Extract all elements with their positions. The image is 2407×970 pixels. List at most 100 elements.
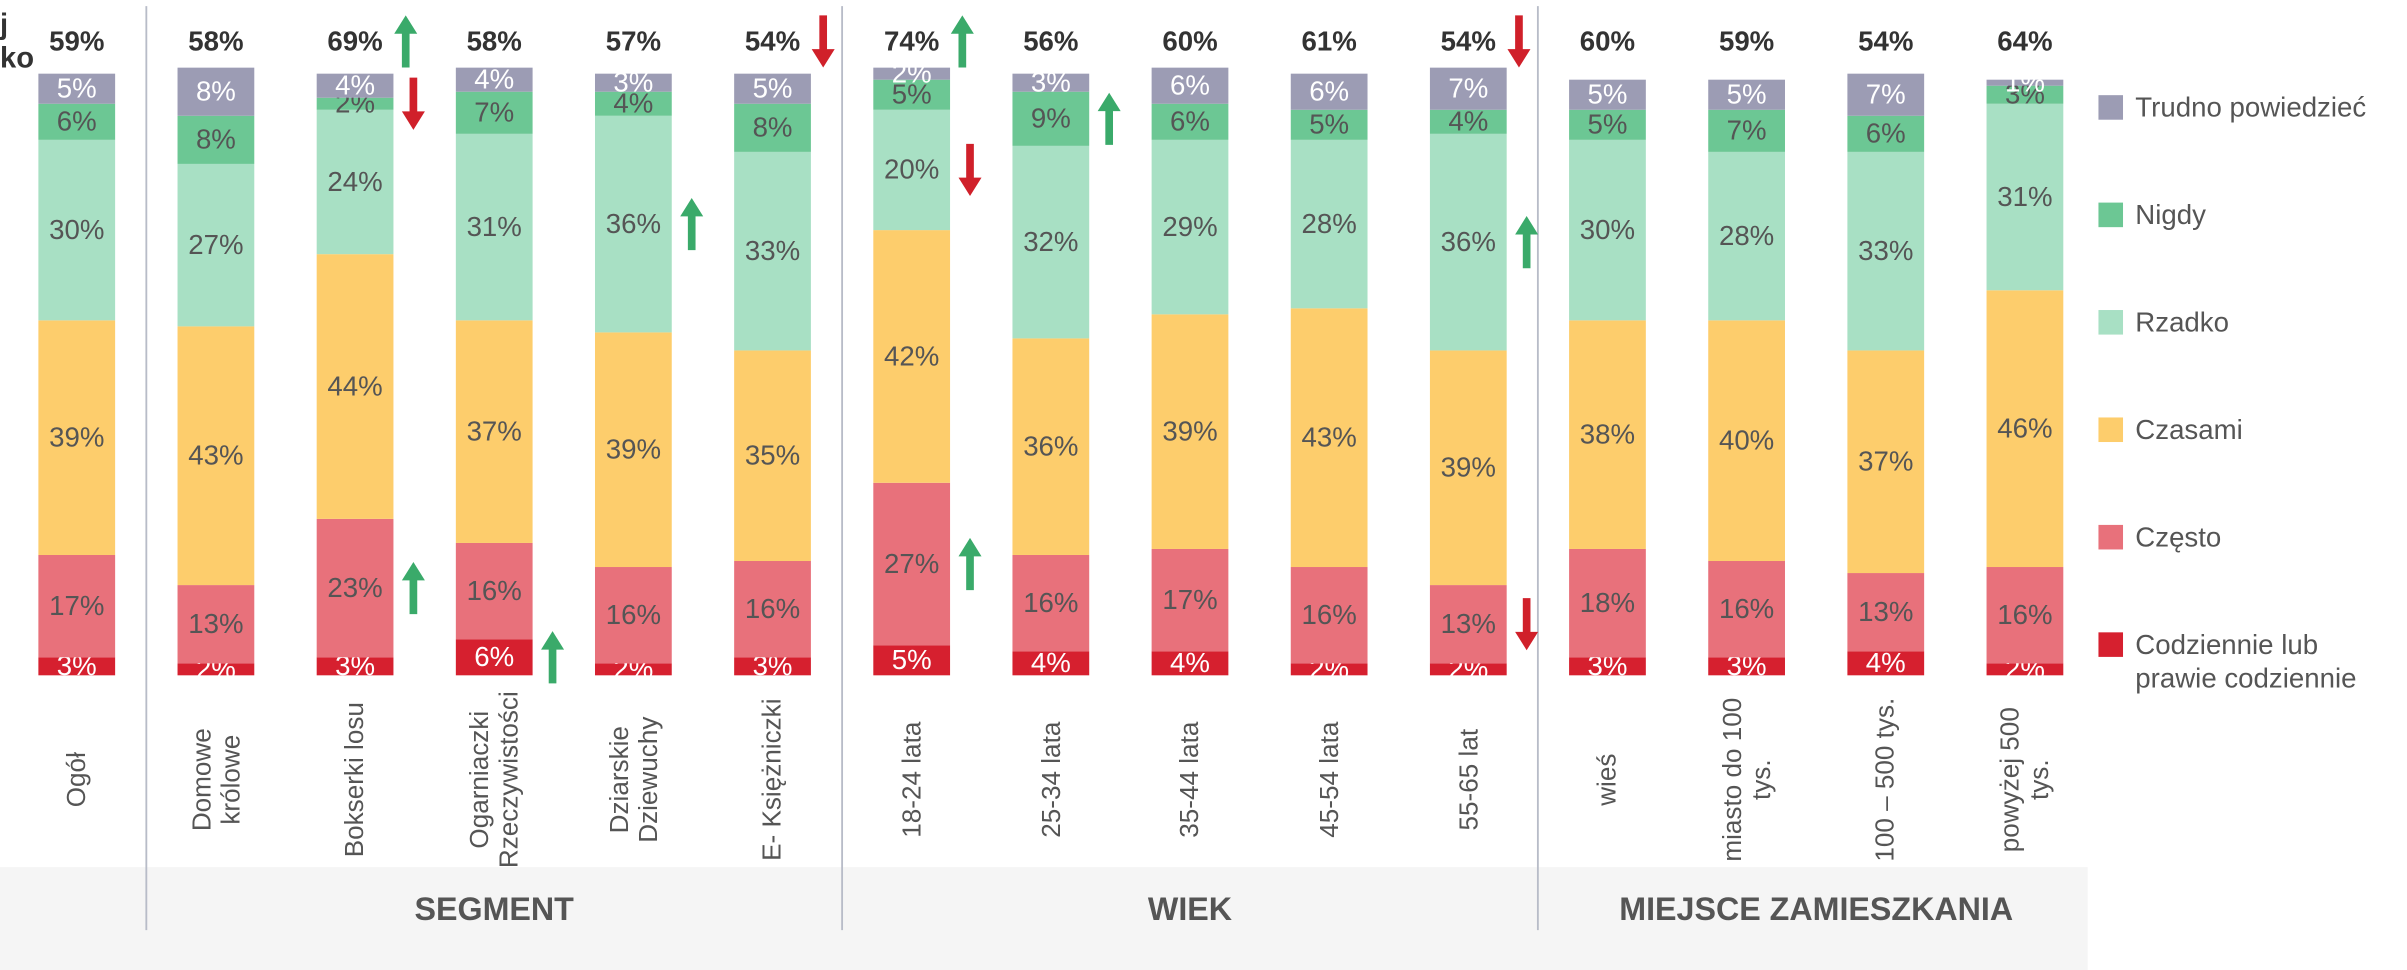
bar-segment bbox=[1708, 320, 1785, 562]
bar-segment bbox=[1290, 663, 1368, 676]
legend-label: Rzadko bbox=[2135, 306, 2229, 338]
bar-segment bbox=[1012, 145, 1090, 339]
bar-segment bbox=[734, 73, 811, 104]
total-label: 54% bbox=[1441, 25, 1496, 56]
bar-segment bbox=[873, 67, 951, 80]
bar-segment bbox=[38, 320, 116, 555]
trend-arrow bbox=[1507, 15, 1531, 68]
legend-swatch bbox=[2098, 95, 2124, 120]
bar-segment bbox=[1290, 139, 1368, 309]
header-fragment: j bbox=[0, 9, 9, 42]
value-label: 46% bbox=[1997, 412, 2052, 443]
bar-segment bbox=[1708, 561, 1785, 658]
value-label: 36% bbox=[606, 208, 661, 239]
bar-segment bbox=[734, 350, 811, 562]
bar-segment bbox=[1429, 133, 1507, 351]
category-label: 35-44 lata bbox=[1175, 721, 1205, 838]
bar-segment bbox=[38, 657, 116, 676]
bar-segment bbox=[1012, 338, 1090, 555]
value-label: 5% bbox=[1588, 79, 1628, 110]
total-label: 57% bbox=[606, 25, 661, 56]
value-label: 5% bbox=[892, 79, 932, 110]
category-label: 100 – 500 tys. bbox=[1871, 697, 1901, 862]
value-label: 5% bbox=[1727, 79, 1767, 110]
bar-segment bbox=[38, 103, 116, 140]
bar-segment bbox=[1012, 651, 1090, 676]
trend-arrow bbox=[680, 197, 704, 251]
value-label: 31% bbox=[1997, 181, 2052, 212]
trend-arrow bbox=[950, 15, 974, 68]
value-label: 6% bbox=[57, 106, 97, 137]
bar-segment bbox=[1847, 151, 1925, 351]
bar-segment bbox=[455, 542, 533, 640]
value-label: 8% bbox=[753, 112, 793, 143]
value-label: 27% bbox=[884, 548, 939, 579]
bar-segment bbox=[1569, 109, 1646, 140]
bar-segment bbox=[1151, 548, 1229, 652]
bar-segment bbox=[1429, 350, 1507, 586]
bar-segment bbox=[1986, 103, 2064, 291]
value-label: 6% bbox=[1866, 118, 1906, 149]
bar-segment bbox=[1429, 585, 1507, 664]
bar-segment bbox=[38, 73, 116, 104]
bar-segment bbox=[1569, 139, 1646, 321]
value-label: 16% bbox=[745, 593, 800, 624]
legend-swatch bbox=[2098, 632, 2124, 657]
category-label: powyżej 500 tys. bbox=[1995, 707, 2055, 853]
value-label: 7% bbox=[1727, 115, 1767, 146]
bar-segment bbox=[455, 133, 533, 321]
value-label: 17% bbox=[49, 590, 104, 621]
bar-segment bbox=[177, 326, 255, 586]
value-label: 6% bbox=[1170, 106, 1210, 137]
value-label: 16% bbox=[1997, 599, 2052, 630]
value-label: 24% bbox=[327, 166, 382, 197]
value-label: 13% bbox=[1441, 608, 1496, 639]
total-label: 58% bbox=[467, 25, 522, 56]
value-label: 39% bbox=[1441, 452, 1496, 483]
bar-segment bbox=[1847, 115, 1925, 152]
bar-segment bbox=[1569, 79, 1646, 110]
value-label: 30% bbox=[49, 214, 104, 245]
bar-segment bbox=[1290, 109, 1368, 140]
value-label: 4% bbox=[1866, 647, 1906, 678]
total-label: 59% bbox=[49, 25, 104, 56]
value-label: 7% bbox=[1448, 73, 1488, 104]
value-label: 3% bbox=[613, 67, 653, 98]
value-label: 16% bbox=[1023, 587, 1078, 618]
value-label: 5% bbox=[57, 73, 97, 104]
bar-segment bbox=[1847, 573, 1925, 652]
bar-segment bbox=[594, 567, 672, 664]
value-label: 18% bbox=[1580, 587, 1635, 618]
bar-segment bbox=[455, 320, 533, 543]
bar-segment bbox=[316, 254, 394, 519]
category-label: 55-65 lat bbox=[1453, 728, 1483, 831]
bar-segment bbox=[1569, 657, 1646, 676]
bar-segment bbox=[873, 482, 951, 646]
value-label: 5% bbox=[1309, 109, 1349, 140]
total-label: 59% bbox=[1719, 25, 1774, 56]
trend-arrow bbox=[394, 15, 418, 68]
trend-arrow bbox=[541, 631, 565, 684]
value-label: 28% bbox=[1719, 220, 1774, 251]
value-label: 39% bbox=[1162, 415, 1217, 446]
total-label: 74% bbox=[884, 25, 939, 56]
bar-segment bbox=[873, 645, 951, 676]
value-label: 27% bbox=[188, 229, 243, 260]
bar-segment bbox=[1847, 73, 1925, 116]
value-label: 13% bbox=[1858, 596, 1913, 627]
bar-segment bbox=[734, 151, 811, 351]
value-label: 16% bbox=[606, 599, 661, 630]
value-label: 36% bbox=[1023, 431, 1078, 462]
bar-segment bbox=[1986, 567, 2064, 664]
value-label: 5% bbox=[892, 644, 932, 675]
trend-arrow bbox=[1515, 598, 1539, 651]
value-label: 16% bbox=[467, 575, 522, 606]
bar-segment bbox=[1986, 290, 2064, 568]
bar-segment bbox=[455, 639, 533, 676]
bar-segment bbox=[38, 139, 116, 321]
bar-segment bbox=[316, 97, 394, 110]
bar-segment bbox=[177, 163, 255, 327]
bar-segment bbox=[1151, 314, 1229, 549]
category-label: 25-34 lata bbox=[1036, 721, 1066, 838]
